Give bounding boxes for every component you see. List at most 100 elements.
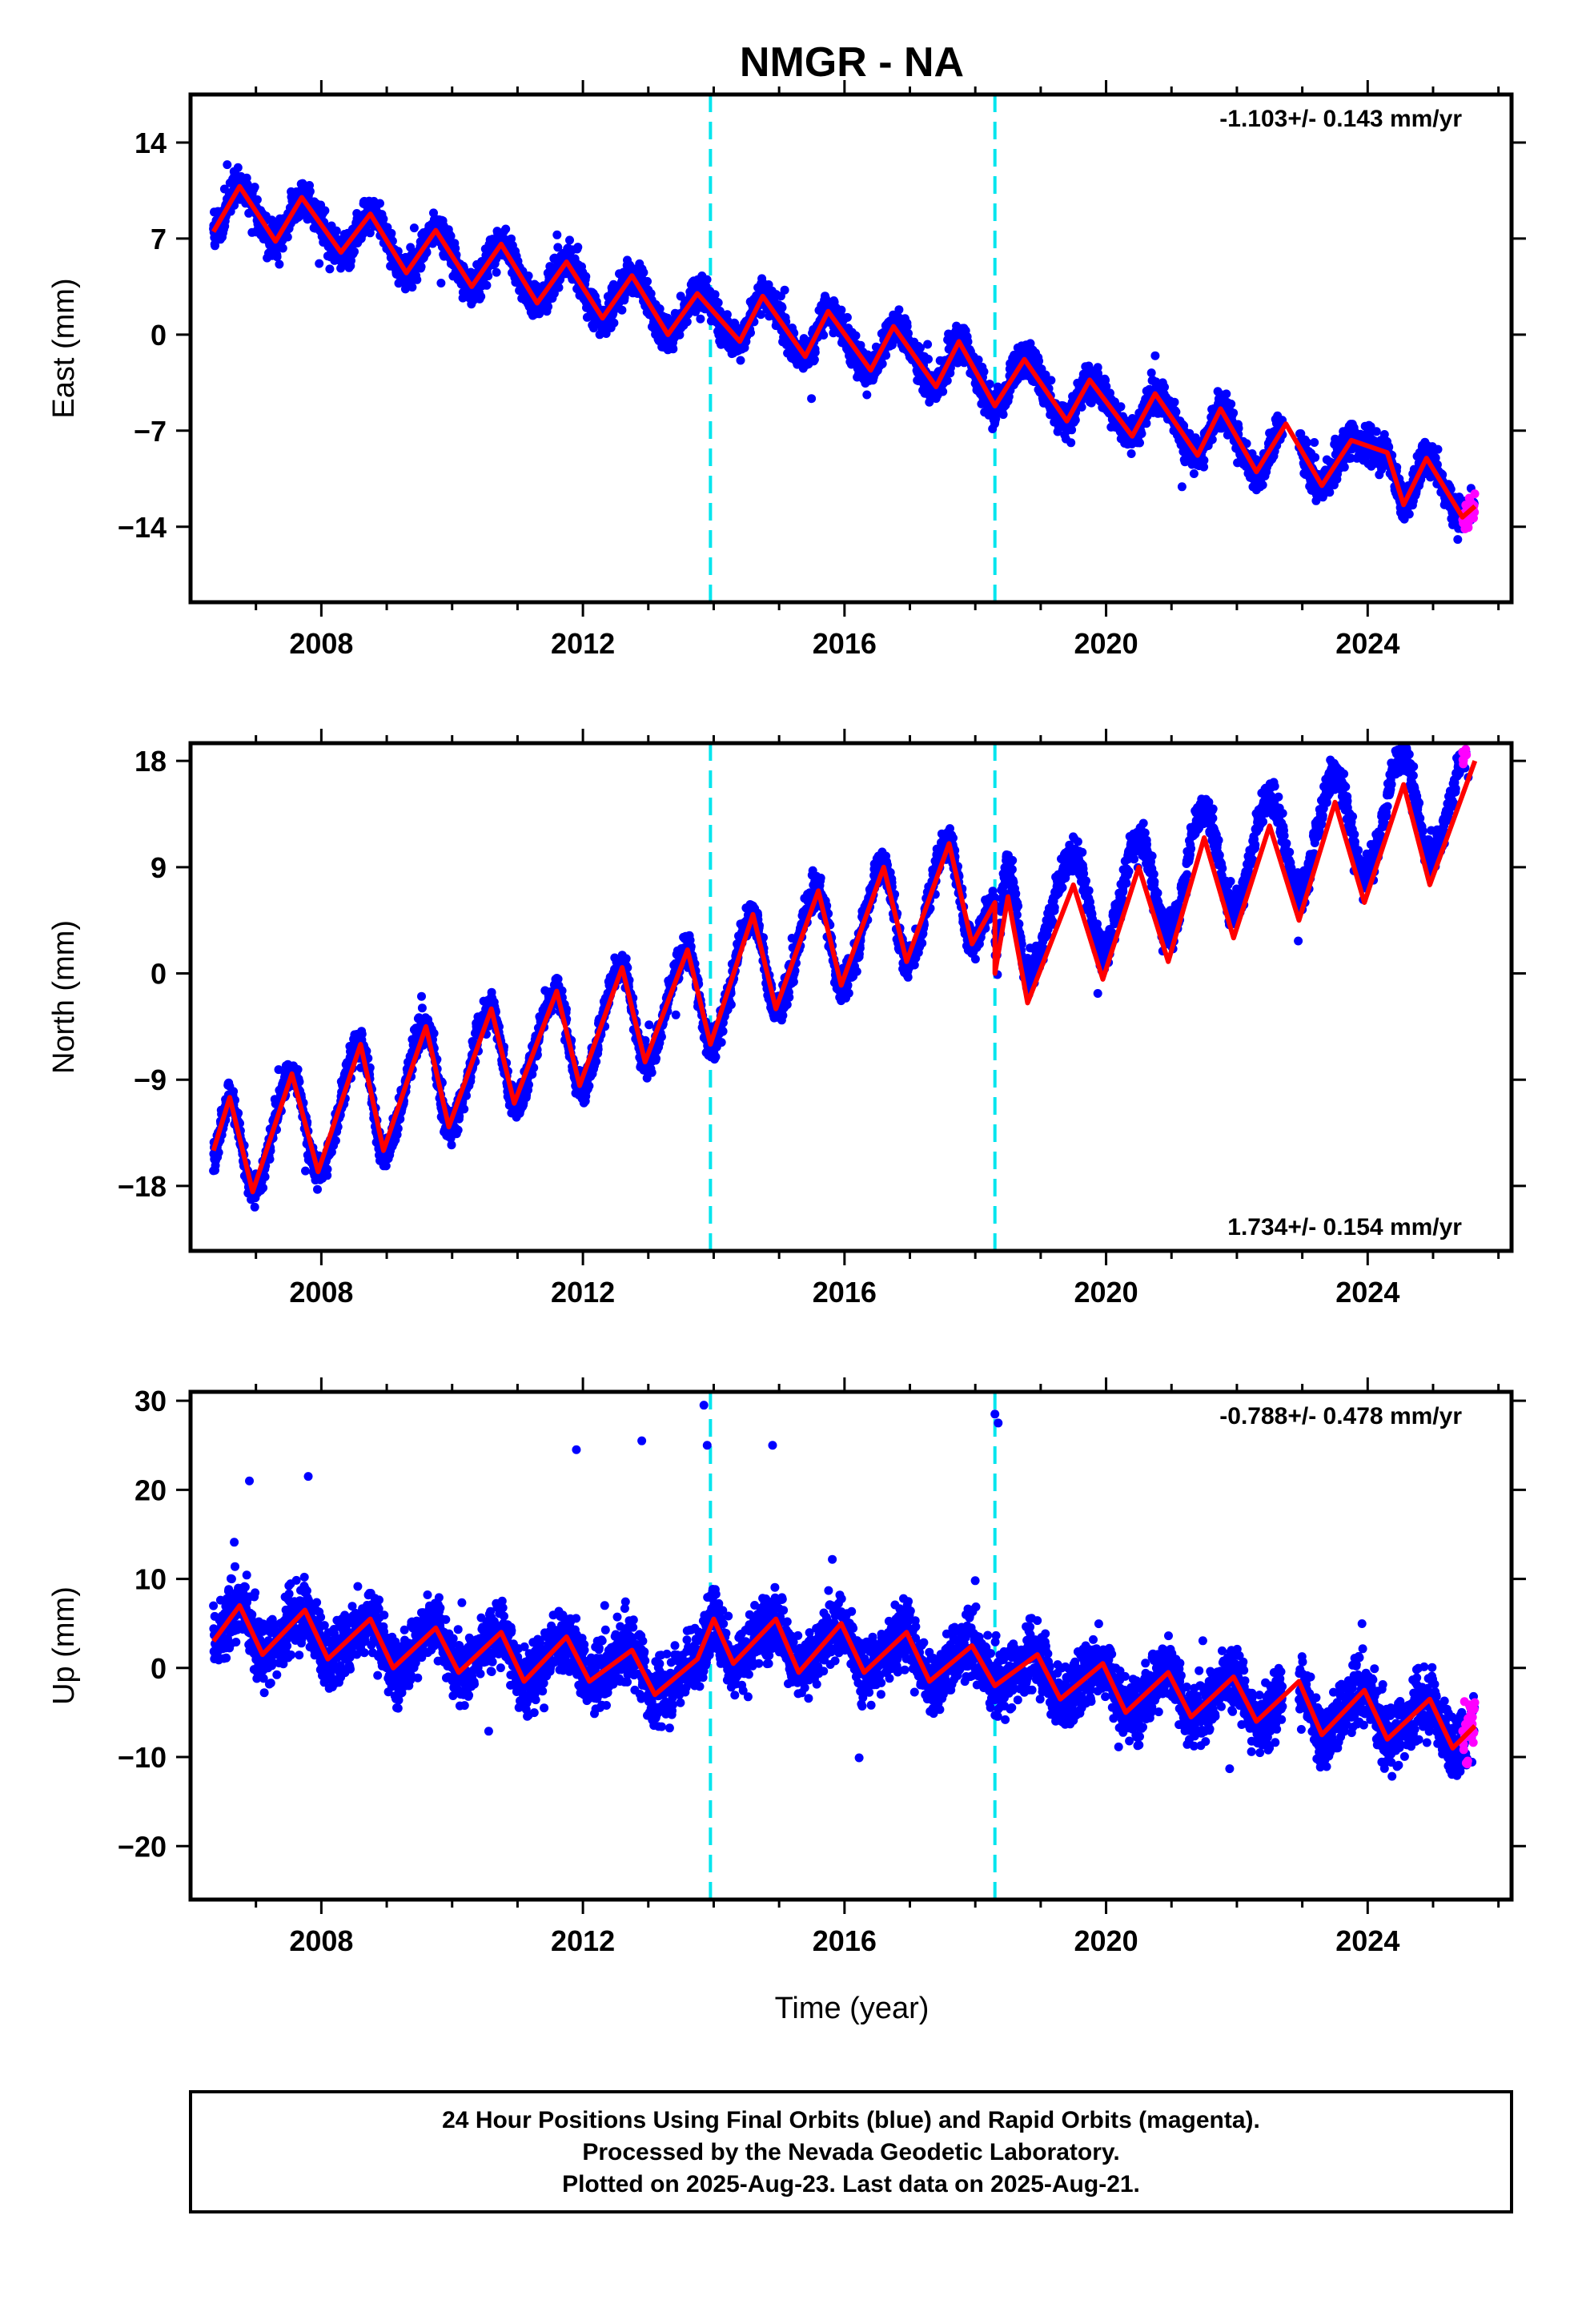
final-point <box>565 235 574 245</box>
final-point <box>544 302 553 312</box>
final-point <box>1177 482 1186 492</box>
final-point <box>942 376 952 385</box>
final-point <box>573 243 583 252</box>
final-point <box>617 305 627 315</box>
final-point <box>305 187 315 196</box>
final-point <box>482 280 492 290</box>
final-point <box>856 340 865 350</box>
final-point <box>1070 416 1080 424</box>
final-point <box>451 243 460 253</box>
final-point <box>331 226 341 235</box>
final-point <box>1242 439 1251 448</box>
final-point <box>1066 438 1076 448</box>
final-point <box>1137 429 1146 438</box>
final-point <box>1366 422 1375 432</box>
final-point <box>252 195 262 204</box>
final-point <box>710 290 720 300</box>
final-point <box>807 394 817 404</box>
final-point <box>862 390 872 400</box>
final-point <box>938 387 948 396</box>
final-point <box>1034 356 1044 366</box>
final-point <box>554 283 564 292</box>
final-point <box>1431 453 1440 463</box>
final-point <box>682 317 692 327</box>
final-point <box>233 163 243 172</box>
final-point <box>1207 435 1217 444</box>
final-point <box>1296 429 1306 438</box>
final-point <box>275 259 284 269</box>
final-point <box>713 298 723 308</box>
final-point <box>979 367 989 376</box>
final-point <box>1234 424 1243 433</box>
final-point <box>1311 452 1320 462</box>
final-point <box>1171 407 1181 416</box>
final-point <box>736 356 745 365</box>
final-point <box>1189 469 1199 478</box>
final-point <box>1199 462 1209 472</box>
final-point <box>1126 449 1136 458</box>
final-point <box>702 275 712 284</box>
final-point <box>1150 351 1160 360</box>
final-point <box>998 410 1008 420</box>
final-point <box>842 312 852 322</box>
final-point <box>669 344 678 354</box>
final-point <box>1258 480 1267 490</box>
final-point <box>320 206 330 215</box>
final-point <box>1067 425 1077 435</box>
final-point <box>1303 438 1312 448</box>
final-point <box>1199 456 1209 465</box>
final-point <box>655 304 665 314</box>
final-point <box>643 276 652 286</box>
final-point <box>492 267 501 277</box>
final-point <box>581 271 591 281</box>
final-point <box>1142 419 1151 428</box>
final-point <box>1453 535 1463 545</box>
final-point <box>696 314 705 324</box>
final-point <box>851 331 861 340</box>
final-point <box>283 232 292 242</box>
final-point <box>1404 509 1414 519</box>
final-point <box>881 351 891 360</box>
final-point <box>416 262 426 271</box>
final-point <box>446 231 456 241</box>
final-point <box>507 234 516 243</box>
final-point <box>436 279 446 287</box>
final-point <box>1433 444 1443 454</box>
final-point <box>365 228 375 238</box>
final-point <box>350 247 359 256</box>
final-point <box>810 348 820 357</box>
final-point <box>1077 402 1086 412</box>
final-point <box>974 355 983 364</box>
final-point <box>336 263 346 273</box>
final-point <box>524 271 533 280</box>
final-point <box>553 243 563 252</box>
rapid-point <box>1470 489 1480 499</box>
final-point <box>1229 408 1239 418</box>
final-point <box>959 358 969 368</box>
final-point <box>484 271 493 281</box>
final-point <box>1222 389 1231 399</box>
final-point <box>963 337 973 347</box>
final-point <box>409 223 419 233</box>
final-point <box>780 285 789 295</box>
final-point <box>298 179 307 188</box>
final-point <box>819 331 829 340</box>
plot-frame <box>188 92 1514 605</box>
final-point <box>809 355 819 364</box>
final-point <box>1310 438 1319 447</box>
final-point <box>375 199 384 208</box>
final-point <box>985 380 994 389</box>
final-point <box>379 214 388 223</box>
plot-area <box>209 94 1480 602</box>
final-point <box>837 305 846 315</box>
final-point <box>211 241 219 251</box>
final-point <box>877 359 887 368</box>
final-point <box>646 289 656 299</box>
final-point <box>746 328 755 337</box>
final-point <box>552 230 562 239</box>
final-point <box>675 330 685 340</box>
final-point <box>278 243 287 253</box>
final-point <box>1339 462 1349 472</box>
